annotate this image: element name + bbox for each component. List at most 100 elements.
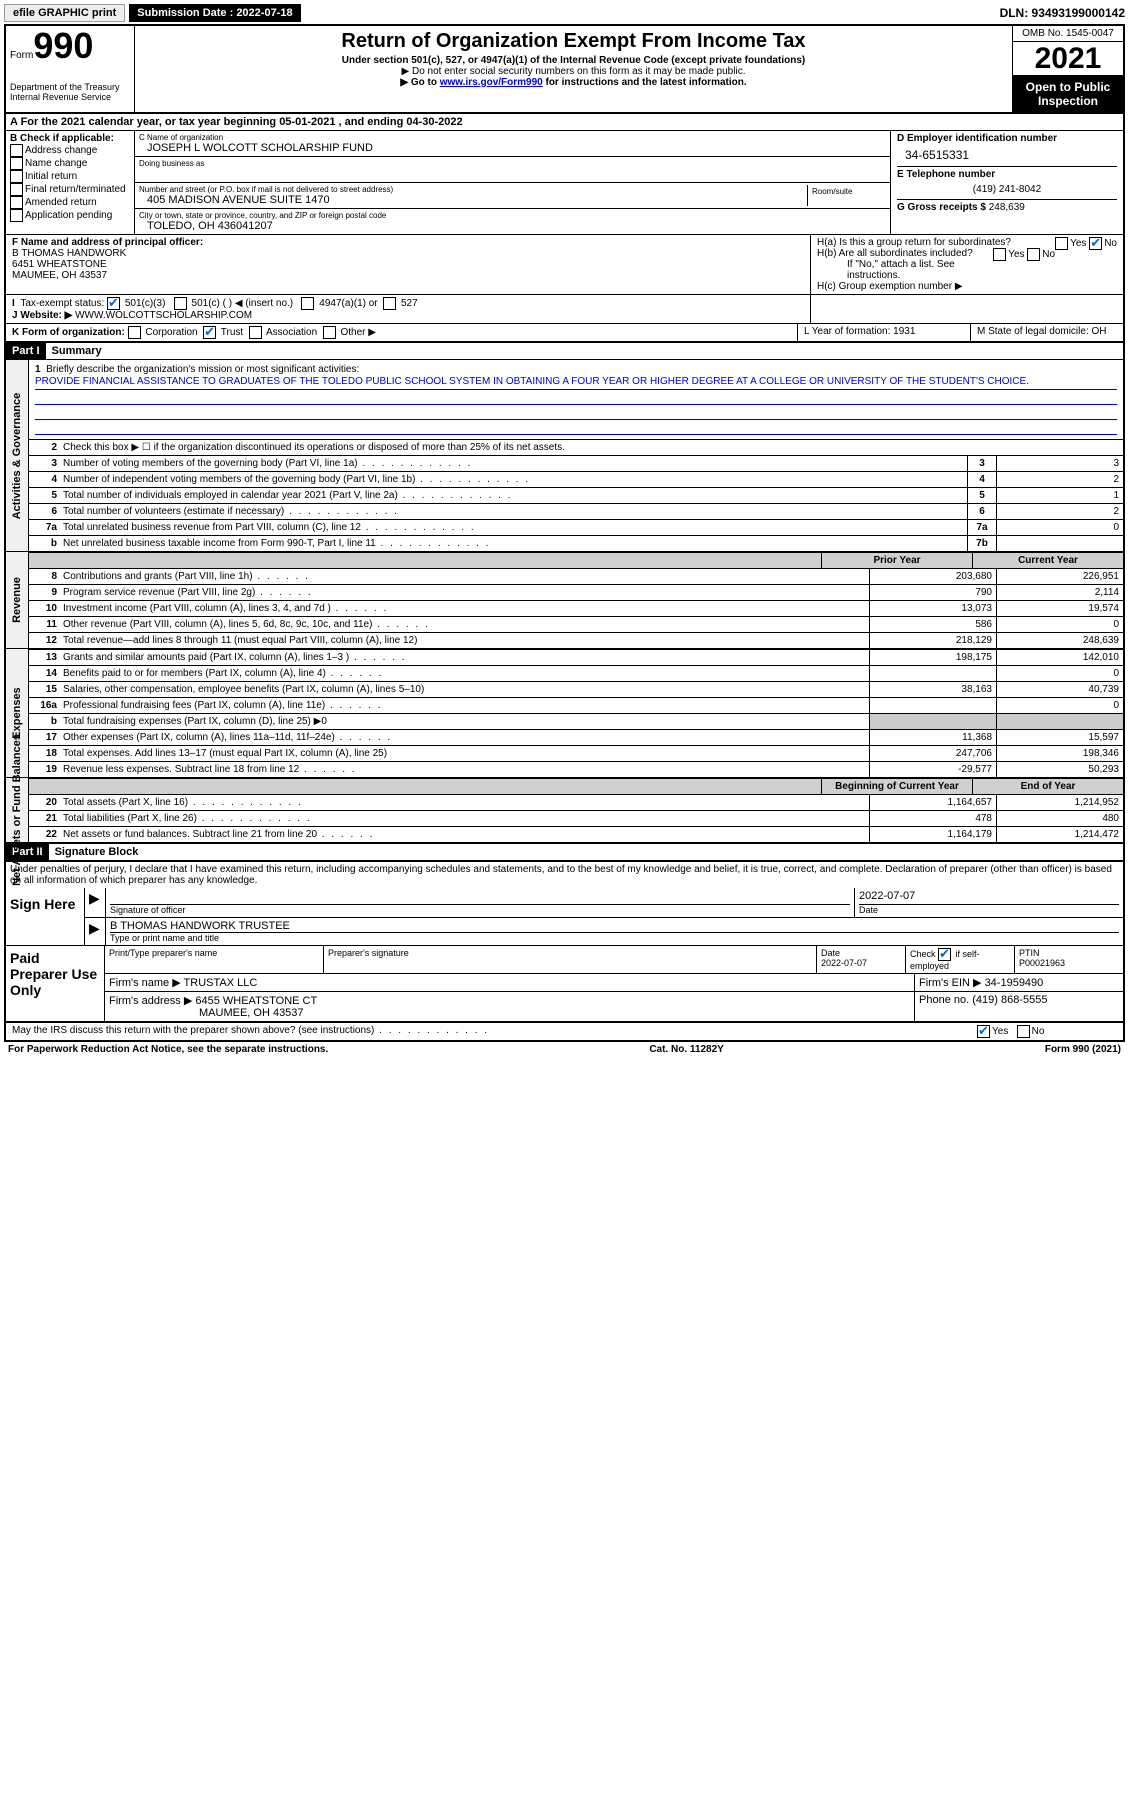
firm-ein: 34-1959490 (985, 977, 1044, 989)
prep-name-label: Print/Type preparer's name (105, 946, 324, 973)
irs-link[interactable]: www.irs.gov/Form990 (440, 77, 543, 88)
chk-ha-no[interactable] (1089, 237, 1102, 250)
officer-type-label: Type or print name and title (110, 933, 1119, 943)
chk-hb-no[interactable] (1027, 248, 1040, 261)
org-name: JOSEPH L WOLCOTT SCHOLARSHIP FUND (139, 142, 886, 154)
line11: Other revenue (Part VIII, column (A), li… (61, 617, 869, 632)
line14: Benefits paid to or for members (Part IX… (61, 666, 869, 681)
p8: 203,680 (869, 569, 996, 584)
chk-final-return[interactable] (10, 183, 23, 196)
col-b-checkboxes: B Check if applicable: Address change Na… (6, 131, 135, 234)
line4: Number of independent voting members of … (61, 472, 967, 487)
c17: 15,597 (996, 730, 1123, 745)
chk-name-change[interactable] (10, 157, 23, 170)
lbl-discuss-no: No (1032, 1026, 1045, 1037)
arrow-icon: ▶ (85, 888, 106, 917)
mission-text: PROVIDE FINANCIAL ASSISTANCE TO GRADUATE… (35, 375, 1117, 390)
officer-name: B THOMAS HANDWORK (12, 248, 804, 259)
line12: Total revenue—add lines 8 through 11 (mu… (61, 633, 869, 648)
line7b: Net unrelated business taxable income fr… (61, 536, 967, 551)
lbl-discuss-yes: Yes (992, 1026, 1008, 1037)
lbl-app-pending: Application pending (25, 210, 112, 221)
firm-addr2: MAUMEE, OH 43537 (109, 1007, 304, 1019)
dept-treasury: Department of the Treasury (10, 82, 130, 92)
line8: Contributions and grants (Part VIII, lin… (61, 569, 869, 584)
chk-trust[interactable] (203, 326, 216, 339)
prep-date: 2022-07-07 (821, 958, 867, 968)
officer-label: F Name and address of principal officer: (12, 237, 804, 248)
phone-value: (419) 868-5555 (972, 994, 1047, 1006)
lbl-assoc: Association (266, 327, 317, 338)
form-header: Form 990 Department of the Treasury Inte… (4, 24, 1125, 112)
chk-ha-yes[interactable] (1055, 237, 1068, 250)
gross-label: G Gross receipts $ (897, 202, 986, 213)
form-footer: Form 990 (2021) (1045, 1044, 1121, 1055)
chk-discuss-yes[interactable] (977, 1025, 990, 1038)
chk-discuss-no[interactable] (1017, 1025, 1030, 1038)
c9: 2,114 (996, 585, 1123, 600)
header-sub3: ▶ Go to www.irs.gov/Form990 for instruct… (141, 77, 1006, 88)
chk-assoc[interactable] (249, 326, 262, 339)
chk-address-change[interactable] (10, 144, 23, 157)
lbl-527: 527 (401, 298, 418, 309)
officer-addr1: 6451 WHEATSTONE (12, 259, 804, 270)
check-self-employed: Check if self-employed (906, 946, 1015, 973)
line15: Salaries, other compensation, employee b… (61, 682, 869, 697)
end-year-hdr: End of Year (972, 779, 1123, 794)
lbl-yes2: Yes (1008, 249, 1024, 260)
line3: Number of voting members of the governin… (61, 456, 967, 471)
header-sub1: Under section 501(c), 527, or 4947(a)(1)… (141, 55, 1006, 66)
c14: 0 (996, 666, 1123, 681)
omb-number: OMB No. 1545-0047 (1013, 26, 1123, 42)
addr-label: Number and street (or P.O. box if mail i… (139, 185, 807, 194)
chk-app-pending[interactable] (10, 209, 23, 222)
chk-amended[interactable] (10, 196, 23, 209)
p13: 198,175 (869, 650, 996, 665)
chk-501c3[interactable] (107, 297, 120, 310)
chk-self-emp[interactable] (938, 948, 951, 961)
chk-hb-yes[interactable] (993, 248, 1006, 261)
lbl-501c3: 501(c)(3) (125, 298, 166, 309)
c11: 0 (996, 617, 1123, 632)
line16b: Total fundraising expenses (Part IX, col… (61, 714, 869, 729)
chk-corp[interactable] (128, 326, 141, 339)
vtab-revenue: Revenue (6, 552, 29, 648)
chk-other[interactable] (323, 326, 336, 339)
c10: 19,574 (996, 601, 1123, 616)
sig-officer-label: Signature of officer (110, 905, 850, 915)
chk-527[interactable] (383, 297, 396, 310)
val7a: 0 (996, 520, 1123, 535)
part1-title: Summary (46, 343, 108, 359)
line2: Check this box ▶ ☐ if the organization d… (61, 440, 1123, 455)
line16a: Professional fundraising fees (Part IX, … (61, 698, 869, 713)
efile-button[interactable]: efile GRAPHIC print (4, 4, 125, 22)
hb-label: H(b) Are all subordinates included? (817, 248, 973, 259)
room-label: Room/suite (812, 187, 882, 196)
p20: 1,164,657 (869, 795, 996, 810)
p18: 247,706 (869, 746, 996, 761)
firm-addr-label: Firm's address ▶ (109, 995, 192, 1007)
paid-preparer-label: Paid Preparer Use Only (6, 946, 105, 1021)
org-city: TOLEDO, OH 436041207 (139, 220, 886, 232)
c19: 50,293 (996, 762, 1123, 777)
val5: 1 (996, 488, 1123, 503)
chk-4947[interactable] (301, 297, 314, 310)
gross-value: 248,639 (989, 202, 1025, 213)
open-inspection: Open to Public Inspection (1013, 76, 1123, 112)
p12: 218,129 (869, 633, 996, 648)
c18: 198,346 (996, 746, 1123, 761)
part1-header: Part I (6, 343, 46, 359)
chk-initial-return[interactable] (10, 170, 23, 183)
line20: Total assets (Part X, line 16) (61, 795, 869, 810)
irs-label: Internal Revenue Service (10, 92, 130, 102)
lbl-corp: Corporation (145, 327, 197, 338)
p22: 1,164,179 (869, 827, 996, 842)
lbl-final-return: Final return/terminated (25, 184, 126, 195)
paperwork-notice: For Paperwork Reduction Act Notice, see … (8, 1044, 328, 1055)
org-name-label: C Name of organization (139, 133, 886, 142)
chk-501c[interactable] (174, 297, 187, 310)
dba-label: Doing business as (139, 159, 886, 168)
line10: Investment income (Part VIII, column (A)… (61, 601, 869, 616)
line19: Revenue less expenses. Subtract line 18 … (61, 762, 869, 777)
lbl-yes: Yes (1070, 238, 1086, 249)
